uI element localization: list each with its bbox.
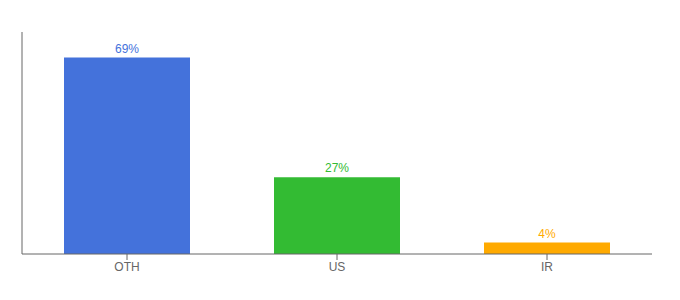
svg-text:69%: 69%	[115, 42, 139, 56]
svg-text:OTH: OTH	[114, 260, 139, 274]
svg-text:4%: 4%	[538, 227, 556, 241]
svg-text:27%: 27%	[325, 161, 349, 175]
svg-text:IR: IR	[541, 260, 553, 274]
svg-text:US: US	[329, 260, 346, 274]
